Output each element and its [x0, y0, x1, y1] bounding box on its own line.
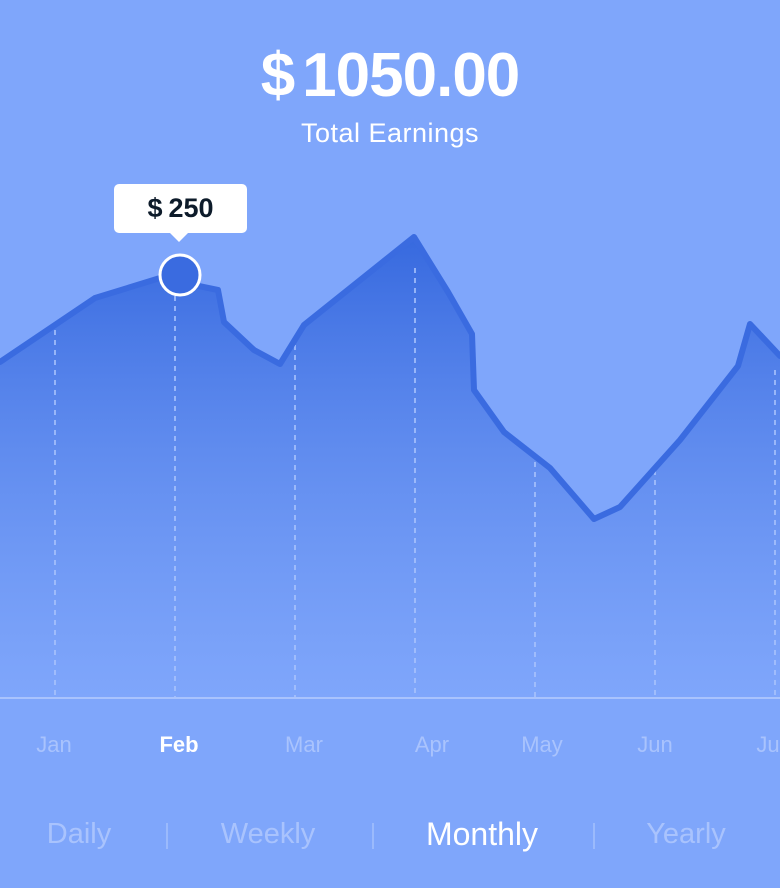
period-tab-weekly[interactable]: Weekly — [220, 818, 316, 850]
selected-point-marker[interactable] — [158, 253, 202, 297]
period-separator — [166, 823, 168, 849]
month-label-apr[interactable]: Apr — [414, 732, 450, 757]
tooltip-value: 250 — [168, 193, 214, 223]
month-label-mar[interactable]: Mar — [285, 732, 323, 757]
total-earnings-amount: $1050.00 — [0, 40, 780, 111]
total-earnings-label: Total Earnings — [300, 118, 480, 148]
period-tab-daily[interactable]: Daily — [46, 818, 112, 850]
tooltip-currency: $ — [147, 193, 163, 223]
month-label-jan[interactable]: Jan — [36, 732, 72, 757]
period-tab-yearly[interactable]: Yearly — [646, 818, 726, 850]
period-separator — [593, 823, 595, 849]
month-label-jun[interactable]: Jun — [637, 732, 673, 757]
month-label-may[interactable]: May — [521, 732, 563, 757]
chart-line — [0, 234, 780, 522]
period-tab-monthly[interactable]: Monthly — [425, 816, 539, 852]
chart-area-fill — [0, 237, 780, 698]
month-gridlines — [54, 268, 776, 698]
period-separator — [372, 823, 374, 849]
month-label-jul[interactable]: Ju — [756, 732, 780, 757]
value-tooltip: $250 — [114, 184, 247, 242]
currency-symbol: $ — [260, 41, 295, 110]
total-amount-value: 1050.00 — [302, 41, 520, 110]
month-label-feb[interactable]: Feb — [159, 732, 199, 757]
